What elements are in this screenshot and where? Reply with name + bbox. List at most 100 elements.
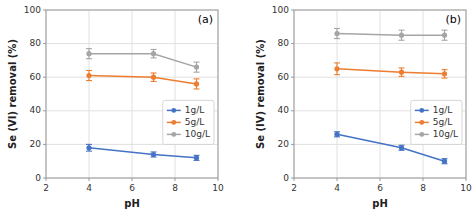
point (151, 51, 156, 56)
legend-swatch (419, 120, 424, 125)
tick-label: 4 (334, 183, 340, 193)
error-bar (86, 70, 92, 80)
tick-label: 10 (460, 183, 472, 193)
tick-label: 60 (278, 72, 290, 82)
error-bar (334, 63, 340, 75)
tick-label: 8 (172, 183, 178, 193)
tick-label: 4 (86, 183, 92, 193)
y-axis-label: Se (VI) removal (%) (7, 39, 18, 149)
tick (291, 10, 294, 11)
tick-label: 8 (420, 183, 426, 193)
point (442, 71, 447, 76)
legend-swatch (419, 108, 424, 113)
tick-label: 60 (30, 72, 42, 82)
x-axis-label: pH (124, 198, 140, 209)
tick (291, 77, 294, 78)
error-bar (194, 155, 200, 160)
y-axis-label: Se (IV) removal (%) (255, 39, 266, 149)
tick (43, 10, 46, 11)
tick-label: 10 (212, 183, 224, 193)
error-bar (442, 159, 448, 164)
legend-label: 5g/L (433, 117, 453, 127)
panel: 020406080100246810pHSe (VI) removal (%)(… (7, 5, 224, 210)
grid-line (89, 10, 90, 178)
tick-label: 6 (129, 183, 135, 193)
panel: 020406080100246810pHSe (IV) removal (%)(… (255, 5, 472, 210)
series-line (337, 34, 445, 36)
tick-label: 40 (278, 105, 290, 115)
legend-box (411, 100, 462, 144)
tick-label: 80 (278, 38, 290, 48)
point (399, 145, 404, 150)
x-axis-label: pH (372, 198, 388, 209)
chart: 020406080100246810pHSe (VI) removal (%)(… (0, 0, 474, 216)
error-bar (442, 70, 448, 78)
error-bar (442, 30, 448, 40)
legend-label: 10g/L (185, 129, 210, 139)
tick (43, 43, 46, 44)
point (86, 145, 91, 150)
tick-label: 100 (24, 5, 41, 15)
tick-label: 6 (377, 183, 383, 193)
point (151, 152, 156, 157)
point (399, 70, 404, 75)
series-line (337, 69, 445, 74)
tick-label: 80 (30, 38, 42, 48)
error-bar (399, 145, 405, 150)
error-bar (86, 49, 92, 59)
tick-label: 0 (283, 173, 289, 183)
tick (466, 178, 467, 181)
tick (43, 144, 46, 145)
point (86, 51, 91, 56)
tick-label: 20 (278, 139, 290, 149)
point (334, 66, 339, 71)
tick (291, 43, 294, 44)
legend-swatch (171, 120, 176, 125)
legend-swatch (171, 132, 176, 137)
tick (291, 110, 294, 111)
error-bar (334, 28, 340, 38)
tick-label: 40 (30, 105, 42, 115)
error-bar (151, 73, 157, 81)
tick (132, 178, 133, 181)
legend-swatch (419, 132, 424, 137)
series-line (89, 148, 197, 158)
legend-label: 1g/L (185, 105, 205, 115)
tick-label: 0 (35, 173, 41, 183)
tick (89, 178, 90, 181)
legend-label: 1g/L (433, 105, 453, 115)
title: (b) (445, 13, 461, 26)
series-line (89, 54, 197, 67)
error-bar (151, 152, 157, 157)
error-bar (151, 49, 157, 57)
tick-label: 100 (272, 5, 289, 15)
tick (43, 77, 46, 78)
point (334, 31, 339, 36)
tick-label: 20 (30, 139, 42, 149)
tick (43, 110, 46, 111)
error-bar (399, 68, 405, 76)
point (86, 73, 91, 78)
point (194, 65, 199, 70)
tick (175, 178, 176, 181)
legend-label: 5g/L (185, 117, 205, 127)
grid-line (175, 10, 176, 178)
point (399, 33, 404, 38)
tick (294, 178, 295, 181)
error-bar (334, 132, 340, 137)
tick (291, 144, 294, 145)
point (194, 155, 199, 160)
legend: 1g/L 5g/L 10g/L (163, 100, 214, 144)
error-bar (86, 144, 92, 151)
plot-frame (294, 10, 466, 178)
tick (218, 178, 219, 181)
error-bar (194, 62, 200, 72)
series-line (89, 76, 197, 84)
error-bar (399, 30, 405, 40)
legend-label: 10g/L (433, 129, 458, 139)
tick (337, 178, 338, 181)
point (194, 81, 199, 86)
legend-box (163, 100, 214, 144)
point (442, 33, 447, 38)
tick (380, 178, 381, 181)
